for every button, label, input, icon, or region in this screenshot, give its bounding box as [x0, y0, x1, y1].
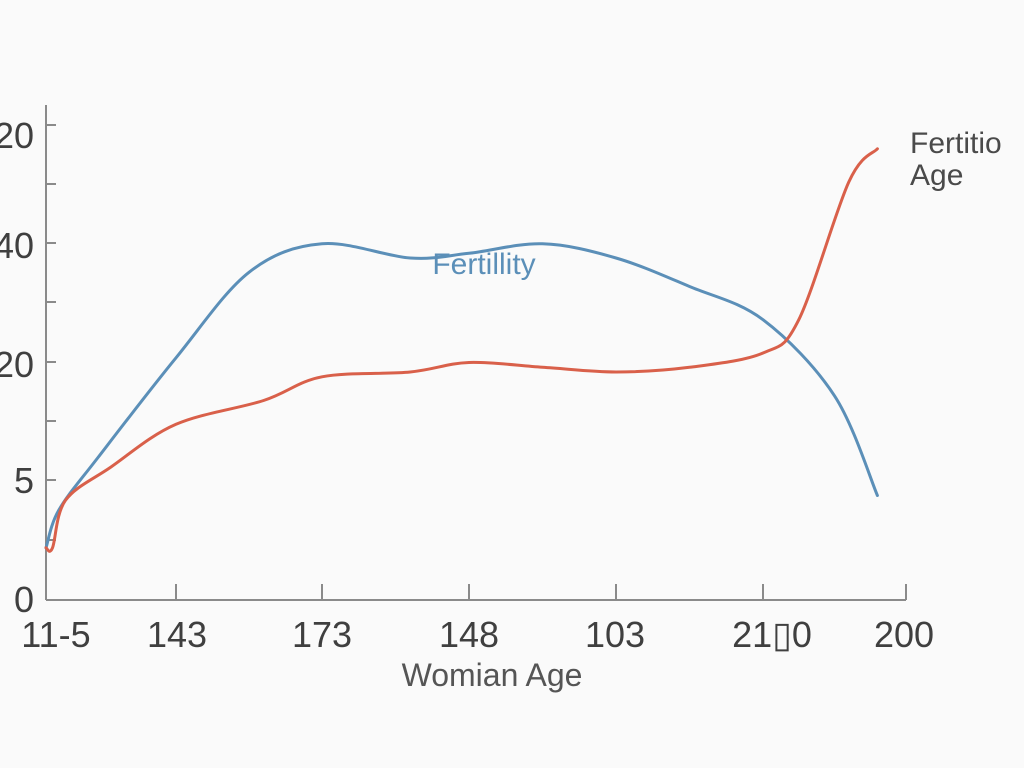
x-tick-label: 200 — [874, 614, 934, 655]
x-tick-label: 148 — [439, 614, 499, 655]
x-tick-label: 21▯0 — [732, 614, 812, 655]
fertility-age-series-label: Fertitio Age — [910, 127, 1002, 192]
axis-ticks: 20 40 20 5 011-5 143 173 148 103 21▯0 200 — [0, 115, 934, 655]
y-tick-label: 20 — [0, 344, 34, 385]
series-label-line: Age — [910, 159, 963, 192]
x-tick-label: 173 — [292, 614, 352, 655]
y-tick-label: 5 — [14, 460, 34, 501]
data-series — [44, 147, 879, 553]
x-tick-label: 103 — [585, 614, 645, 655]
x-tick-label: 11-5 — [21, 614, 90, 655]
y-tick-label: 0 — [14, 579, 34, 620]
x-axis-title: Womian Age — [402, 657, 583, 693]
fertility-series-label: Fertillity — [432, 248, 535, 281]
axes — [45, 105, 906, 601]
y-tick-label: 20 — [0, 115, 34, 156]
fertility-series-line — [44, 242, 879, 550]
y-tick-label: 40 — [0, 225, 34, 266]
series-label-line: Fertillity — [432, 248, 535, 281]
x-tick-label: 143 — [147, 614, 207, 655]
fertility-age-series-line — [44, 147, 879, 553]
series-label-line: Fertitio — [910, 127, 1002, 160]
series-labels: Fertillity Fertitio Age — [432, 127, 1001, 281]
